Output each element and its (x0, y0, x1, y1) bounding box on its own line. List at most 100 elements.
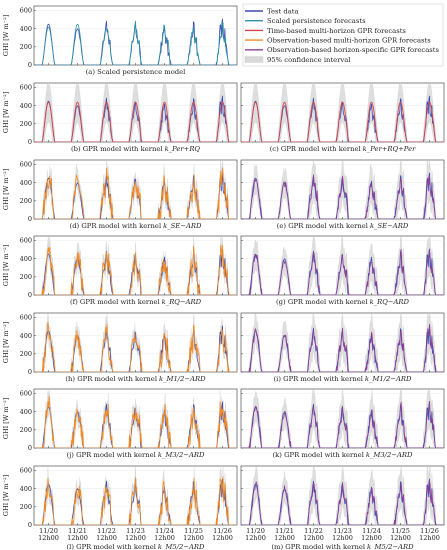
caption-kernel: k_M1/2−ARD (365, 375, 412, 383)
plot-content (34, 236, 237, 295)
series-line-obs-multi-gpr (34, 244, 237, 295)
chart-panel-0: 0 200 400 600 GHI [W m⁻²] (a) Scaled persiste… (2, 5, 238, 76)
x-tick-label-hour: 12h00 (212, 534, 233, 542)
caption-text: (f) GPR model with kernel (70, 298, 160, 306)
series-line-obs-multi-gpr (34, 395, 237, 448)
x-tick-label-day: 11/20 (39, 527, 58, 535)
panel-caption: (c) GPR model with kernel k_Per+RQ+Per (270, 145, 416, 153)
caption-text: (i) GPR model with kernel (274, 375, 363, 383)
panel-caption: (d) GPR model with kernel k_SE−ARD (70, 222, 202, 230)
caption-text: (g) GPR model with kernel (276, 298, 368, 306)
chart-panel-8: (i) GPR model with kernel k_M1/2−ARD (240, 312, 445, 383)
x-tick-label-hour: 12h00 (361, 534, 382, 542)
series-line-obs-multi-gpr (34, 321, 237, 372)
y-tick-label: 600 (20, 7, 32, 15)
panel-caption: (h) GPR model with kernel k_M1/2−ARD (65, 375, 206, 383)
confidence-band (241, 83, 444, 142)
legend-label: Observation-based horizon-specific GPR f… (267, 46, 439, 54)
y-tick-label: 0 (28, 444, 32, 452)
plot-content (34, 160, 237, 219)
series-line-time-gpr (34, 101, 237, 142)
y-axis-label: GHI [W m⁻²] (2, 15, 10, 57)
panel-caption: (l) GPR model with kernel k_M5/2−ARD (67, 543, 206, 550)
caption-text: (d) GPR model with kernel (70, 222, 162, 230)
plot-content (34, 389, 237, 448)
y-tick-label: 200 (20, 120, 32, 128)
confidence-band (241, 389, 444, 448)
y-tick-label: 200 (20, 43, 32, 51)
caption-kernel: k_M3/2−ARD (158, 451, 205, 459)
caption-kernel: k_Per+RQ+Per (363, 145, 416, 153)
series-line-obs-specific-gpr (241, 174, 444, 219)
legend-swatch-band (244, 56, 264, 63)
caption-text: (j) GPR model with kernel (67, 451, 156, 459)
series-line-obs-specific-gpr (241, 248, 444, 295)
plot-content (241, 83, 444, 142)
panel-caption: (b) GPR model with kernel k_Per+RQ (71, 145, 200, 153)
x-tick-label-hour: 12h00 (67, 534, 88, 542)
legend-label: Time-based multi-horizon GPR forecasts (267, 27, 406, 35)
x-tick-label-day: 11/21 (68, 527, 87, 535)
chart-panel-9: 0 200 400 600 GHI [W m⁻²] (j) GPR model with … (2, 388, 238, 459)
x-tick-label-day: 11/21 (275, 527, 294, 535)
caption-text: (l) GPR model with kernel (67, 543, 156, 550)
y-tick-label: 600 (20, 161, 32, 169)
y-tick-label: 400 (20, 25, 32, 33)
panel-caption: (a) Scaled persistence model (86, 68, 186, 76)
panel-caption: (m) GPR model with kernel k_M5/2−ARD (271, 543, 414, 550)
y-tick-label: 400 (20, 255, 32, 263)
plot-content (241, 389, 444, 448)
chart-panel-1: 0 200 400 600 GHI [W m⁻²] (b) GPR model with … (2, 82, 238, 153)
confidence-band (241, 236, 444, 295)
panel-caption: (j) GPR model with kernel k_M3/2−ARD (67, 451, 205, 459)
y-tick-label: 0 (28, 215, 32, 223)
y-axis-label: GHI [W m⁻²] (2, 322, 10, 364)
caption-kernel: k_RQ−ARD (162, 298, 202, 306)
x-tick-label-day: 11/23 (126, 527, 145, 535)
caption-kernel: k_SE−ARD (370, 222, 409, 230)
panel-caption: (k) GPR model with kernel k_M3/2−ARD (273, 451, 413, 459)
y-tick-label: 0 (28, 368, 32, 376)
plot-content (241, 313, 444, 372)
y-tick-label: 400 (20, 332, 32, 340)
y-tick-label: 200 (20, 503, 32, 511)
chart-panel-6: (g) GPR model with kernel k_RQ−ARD (240, 235, 445, 306)
x-tick-label-hour: 12h00 (183, 534, 204, 542)
y-tick-label: 600 (20, 237, 32, 245)
legend-label: Test data (267, 7, 299, 15)
y-tick-label: 400 (20, 485, 32, 493)
x-tick-label-hour: 12h00 (154, 534, 175, 542)
y-tick-label: 400 (20, 179, 32, 187)
caption-text: (c) GPR model with kernel (270, 145, 361, 153)
plot-content (241, 160, 444, 219)
y-tick-label: 200 (20, 350, 32, 358)
panel-caption: (g) GPR model with kernel k_RQ−ARD (276, 298, 410, 306)
x-tick-label-hour: 12h00 (38, 534, 59, 542)
series-line-test-data (34, 325, 237, 372)
series-line-test-data (34, 172, 237, 219)
plot-content (34, 18, 237, 65)
y-axis-label: GHI [W m⁻²] (2, 169, 10, 211)
confidence-band (241, 466, 444, 525)
y-tick-label: 200 (20, 426, 32, 434)
caption-kernel: k_M3/2−ARD (366, 451, 413, 459)
caption-text: (b) GPR model with kernel (71, 145, 163, 153)
y-axis-label: GHI [W m⁻²] (2, 245, 10, 287)
panel-caption: (i) GPR model with kernel k_M1/2−ARD (274, 375, 413, 383)
x-tick-label-day: 11/26 (420, 527, 439, 535)
x-tick-label-hour: 12h00 (332, 534, 353, 542)
y-tick-label: 600 (20, 390, 32, 398)
series-line-obs-specific-gpr (241, 400, 444, 448)
caption-text: (m) GPR model with kernel (271, 543, 365, 550)
y-tick-label: 0 (28, 521, 32, 529)
y-axis-label: GHI [W m⁻²] (2, 398, 10, 440)
x-tick-label-day: 11/25 (391, 527, 410, 535)
series-line-obs-multi-gpr (34, 167, 237, 219)
panel-caption: (e) GPR model with kernel k_SE−ARD (277, 222, 409, 230)
chart-panel-2: (c) GPR model with kernel k_Per+RQ+Per (240, 82, 445, 153)
series-line-obs-specific-gpr (241, 323, 444, 372)
x-tick-label-hour: 12h00 (390, 534, 411, 542)
series-line-scaled-persistence (34, 20, 237, 65)
chart-panel-4: (e) GPR model with kernel k_SE−ARD (240, 159, 445, 230)
